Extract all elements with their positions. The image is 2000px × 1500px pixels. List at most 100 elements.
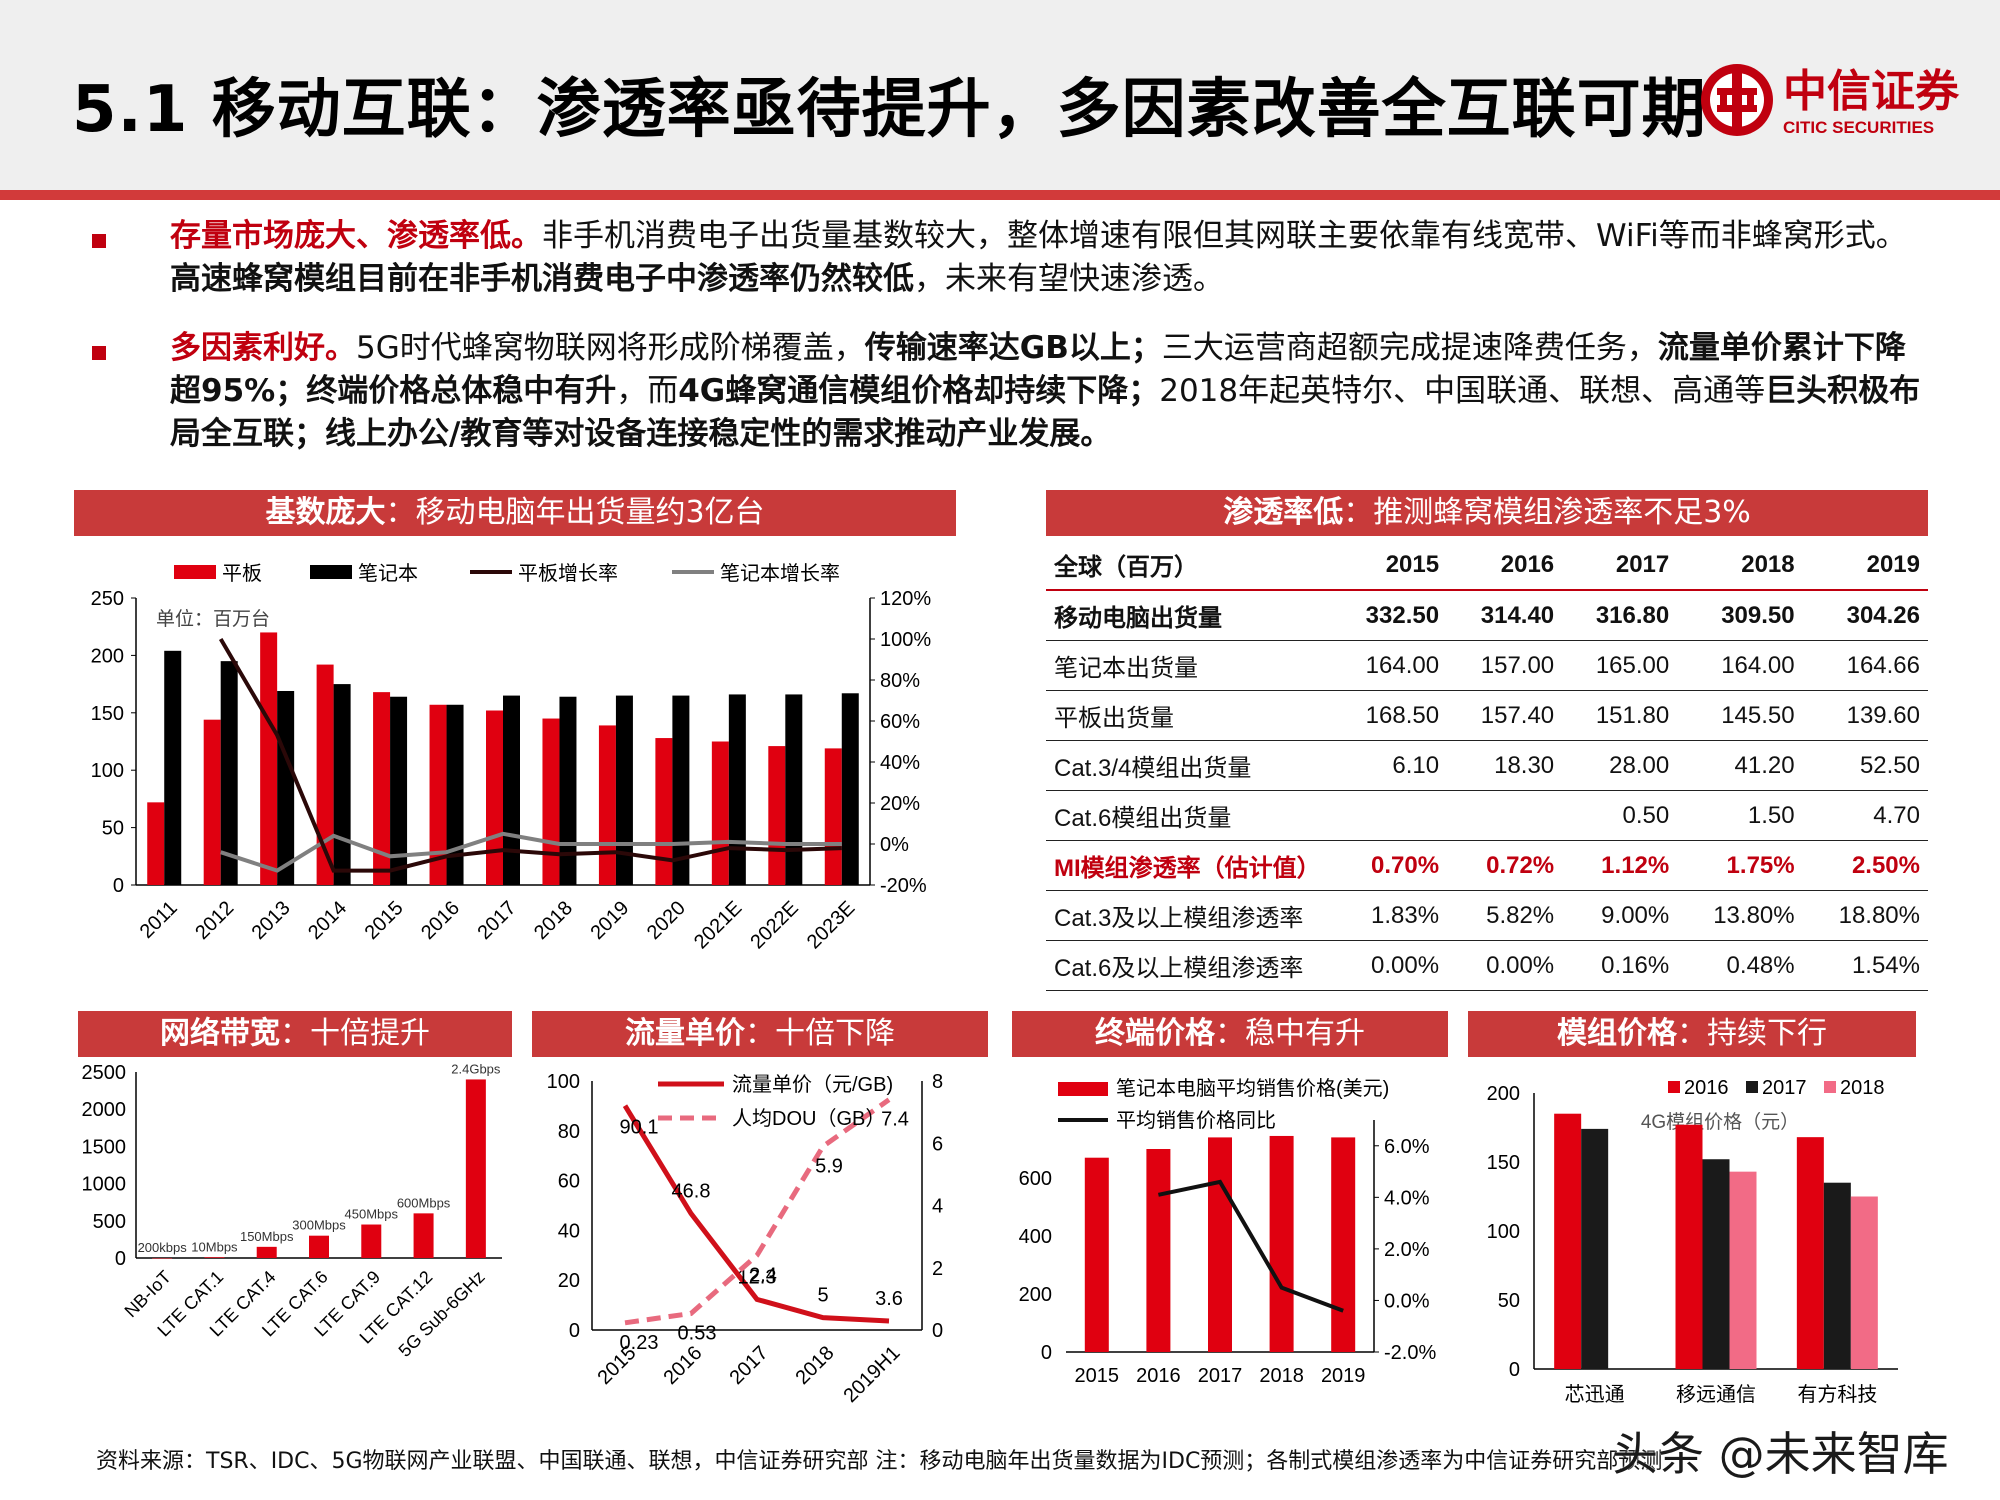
table-cell: 1.54% bbox=[1802, 940, 1928, 991]
data-label: 5 bbox=[817, 1285, 828, 1307]
data-label: 2.4Gbps bbox=[451, 1061, 501, 1076]
table-cell: Cat.3/4模组出货量 bbox=[1046, 740, 1332, 791]
tablet-bar bbox=[316, 664, 334, 885]
notebook-bar bbox=[559, 696, 577, 885]
y-tick-label: 250 bbox=[91, 588, 124, 610]
bullet-run: ，而 bbox=[616, 373, 679, 409]
legend-label: 人均DOU（GB） bbox=[732, 1107, 885, 1130]
table-row: MI模组渗透率（估计值） 0.70% 0.72% 1.12% 1.75% 2.50% bbox=[1046, 840, 1928, 891]
notebook-bar bbox=[785, 694, 803, 885]
table-cell: 157.40 bbox=[1447, 690, 1563, 741]
bullet-run: 5G时代蜂窝物联网将形成阶梯覆盖， bbox=[356, 330, 865, 366]
bullet-paragraph-2: 多因素利好。5G时代蜂窝物联网将形成阶梯覆盖，传输速率达GB以上；三大运营商超额… bbox=[170, 327, 1930, 456]
legend-label: 2018 bbox=[1840, 1077, 1885, 1099]
x-tick-label: 2018 bbox=[530, 897, 577, 944]
y-tick-label: 400 bbox=[1019, 1226, 1052, 1248]
yoy-line bbox=[1157, 1179, 1344, 1313]
table-cell: 52.50 bbox=[1802, 740, 1928, 791]
y-tick-label: 200 bbox=[91, 645, 124, 667]
y-tick-label: 100 bbox=[91, 760, 124, 782]
logo-text-cn: 中信证券 bbox=[1783, 67, 1960, 116]
legend-label: 笔记本电脑平均销售价格(美元) bbox=[1116, 1077, 1389, 1100]
bandwidth-bar bbox=[152, 1257, 173, 1259]
table-cell: 1.12% bbox=[1562, 840, 1678, 891]
panel-title-penetration: 渗透率低：推测蜂窝模组渗透率不足3% bbox=[1046, 490, 1928, 536]
data-label: 46.8 bbox=[672, 1180, 711, 1202]
x-tick-label: 2020 bbox=[643, 897, 690, 944]
notebook-bar bbox=[333, 684, 351, 885]
table-cell: 168.50 bbox=[1332, 690, 1448, 741]
data-label: 150Mbps bbox=[240, 1229, 294, 1244]
y2-tick-label: 8 bbox=[932, 1071, 943, 1093]
bandwidth-bar bbox=[256, 1246, 277, 1258]
x-tick-label: 2017 bbox=[474, 897, 521, 944]
notebook-growth-line bbox=[220, 831, 842, 873]
legend-swatch bbox=[1824, 1081, 1836, 1093]
tablet-bar bbox=[429, 704, 447, 885]
table-cell: 157.00 bbox=[1447, 640, 1563, 691]
notebook-bar bbox=[446, 704, 464, 885]
y2-tick-label: 120% bbox=[880, 588, 931, 610]
penetration-table: 全球（百万） 2015 2016 2017 2018 2019 移动电脑出货量 332.50 3… bbox=[1046, 540, 1928, 991]
table-header-cell: 2015 bbox=[1332, 540, 1448, 591]
notebook-bar bbox=[841, 693, 859, 885]
y-tick-label: 60 bbox=[558, 1171, 580, 1193]
table-cell: 304.26 bbox=[1802, 590, 1928, 641]
module-price-bar bbox=[1823, 1182, 1851, 1369]
table-row: 平板出货量 168.50 157.40 151.80 145.50 139.60 bbox=[1046, 690, 1928, 741]
table-cell: MI模组渗透率（估计值） bbox=[1046, 840, 1332, 891]
table-cell: 平板出货量 bbox=[1046, 690, 1332, 741]
table-cell: 164.00 bbox=[1332, 640, 1448, 691]
table-cell: 1.50 bbox=[1677, 790, 1803, 841]
data-label: 0.23 bbox=[620, 1332, 659, 1354]
chart-annotation: 4G模组价格（元） bbox=[1641, 1111, 1799, 1133]
y-tick-label: 100 bbox=[547, 1071, 580, 1093]
table-cell: 0.72% bbox=[1447, 840, 1563, 891]
y2-tick-label: 100% bbox=[880, 629, 931, 651]
y2-tick-label: 6 bbox=[932, 1133, 943, 1155]
notebook-bar bbox=[220, 661, 238, 885]
table-cell: 0.16% bbox=[1562, 940, 1678, 991]
y-tick-label: 2000 bbox=[82, 1099, 127, 1121]
x-tick-label: 2014 bbox=[304, 897, 351, 944]
notebook-bar bbox=[728, 694, 746, 885]
x-tick-label: 2023E bbox=[803, 897, 859, 953]
y2-tick-label: 0 bbox=[932, 1320, 943, 1342]
y2-tick-label: 2 bbox=[932, 1258, 943, 1280]
bandwidth-bar bbox=[361, 1224, 382, 1258]
table-cell: 314.40 bbox=[1447, 590, 1563, 641]
module-price-bar bbox=[1850, 1196, 1878, 1369]
x-tick-label: 有方科技 bbox=[1797, 1383, 1877, 1406]
y-tick-label: 600 bbox=[1019, 1168, 1052, 1190]
y2-tick-label: 4.0% bbox=[1384, 1187, 1430, 1209]
y2-tick-label: 0% bbox=[880, 834, 909, 856]
bandwidth-bar bbox=[309, 1235, 329, 1258]
table-cell: 1.83% bbox=[1332, 890, 1448, 941]
page-title: 5.1 移动互联：渗透率亟待提升，多因素改善全互联可期 bbox=[72, 73, 1707, 147]
tablet-bar bbox=[824, 748, 842, 885]
table-cell: 笔记本出货量 bbox=[1046, 640, 1332, 691]
table-cell: 0.00% bbox=[1332, 940, 1448, 991]
y-tick-label: 1000 bbox=[82, 1174, 127, 1196]
x-tick-label: 2018 bbox=[792, 1342, 839, 1389]
data-label: 7.4 bbox=[881, 1109, 909, 1131]
legend-swatch bbox=[1746, 1081, 1758, 1093]
table-cell: 28.00 bbox=[1562, 740, 1678, 791]
bullet-paragraph-1: 存量市场庞大、渗透率低。非手机消费电子出货量基数较大，整体增速有限但其网联主要依… bbox=[170, 215, 1930, 301]
y2-tick-label: -2.0% bbox=[1384, 1342, 1436, 1364]
price-bar bbox=[1269, 1135, 1294, 1352]
table-row: Cat.6模组出货量 0.50 1.50 4.70 bbox=[1046, 790, 1928, 841]
data-label: 300Mbps bbox=[292, 1218, 346, 1233]
bandwidth-chart: 05001000150020002500200kbpsNB-IoT10MbpsL… bbox=[82, 1061, 502, 1361]
legend-label: 平板增长率 bbox=[518, 562, 618, 585]
table-row: Cat.3/4模组出货量 6.10 18.30 28.00 41.20 52.50 bbox=[1046, 740, 1928, 791]
table-cell: 0.48% bbox=[1677, 940, 1803, 991]
module-price-bar bbox=[1675, 1124, 1703, 1369]
table-cell bbox=[1447, 790, 1563, 841]
bullet-run: 高速蜂窝模组目前在非手机消费电子中渗透率仍然较低 bbox=[170, 261, 914, 297]
tablet-bar bbox=[711, 741, 729, 885]
y-tick-label: 80 bbox=[558, 1121, 580, 1143]
y-tick-label: 50 bbox=[1498, 1290, 1520, 1312]
y-tick-label: 0 bbox=[113, 875, 124, 897]
bullet-run: 存量市场庞大、渗透率低。 bbox=[170, 218, 542, 254]
